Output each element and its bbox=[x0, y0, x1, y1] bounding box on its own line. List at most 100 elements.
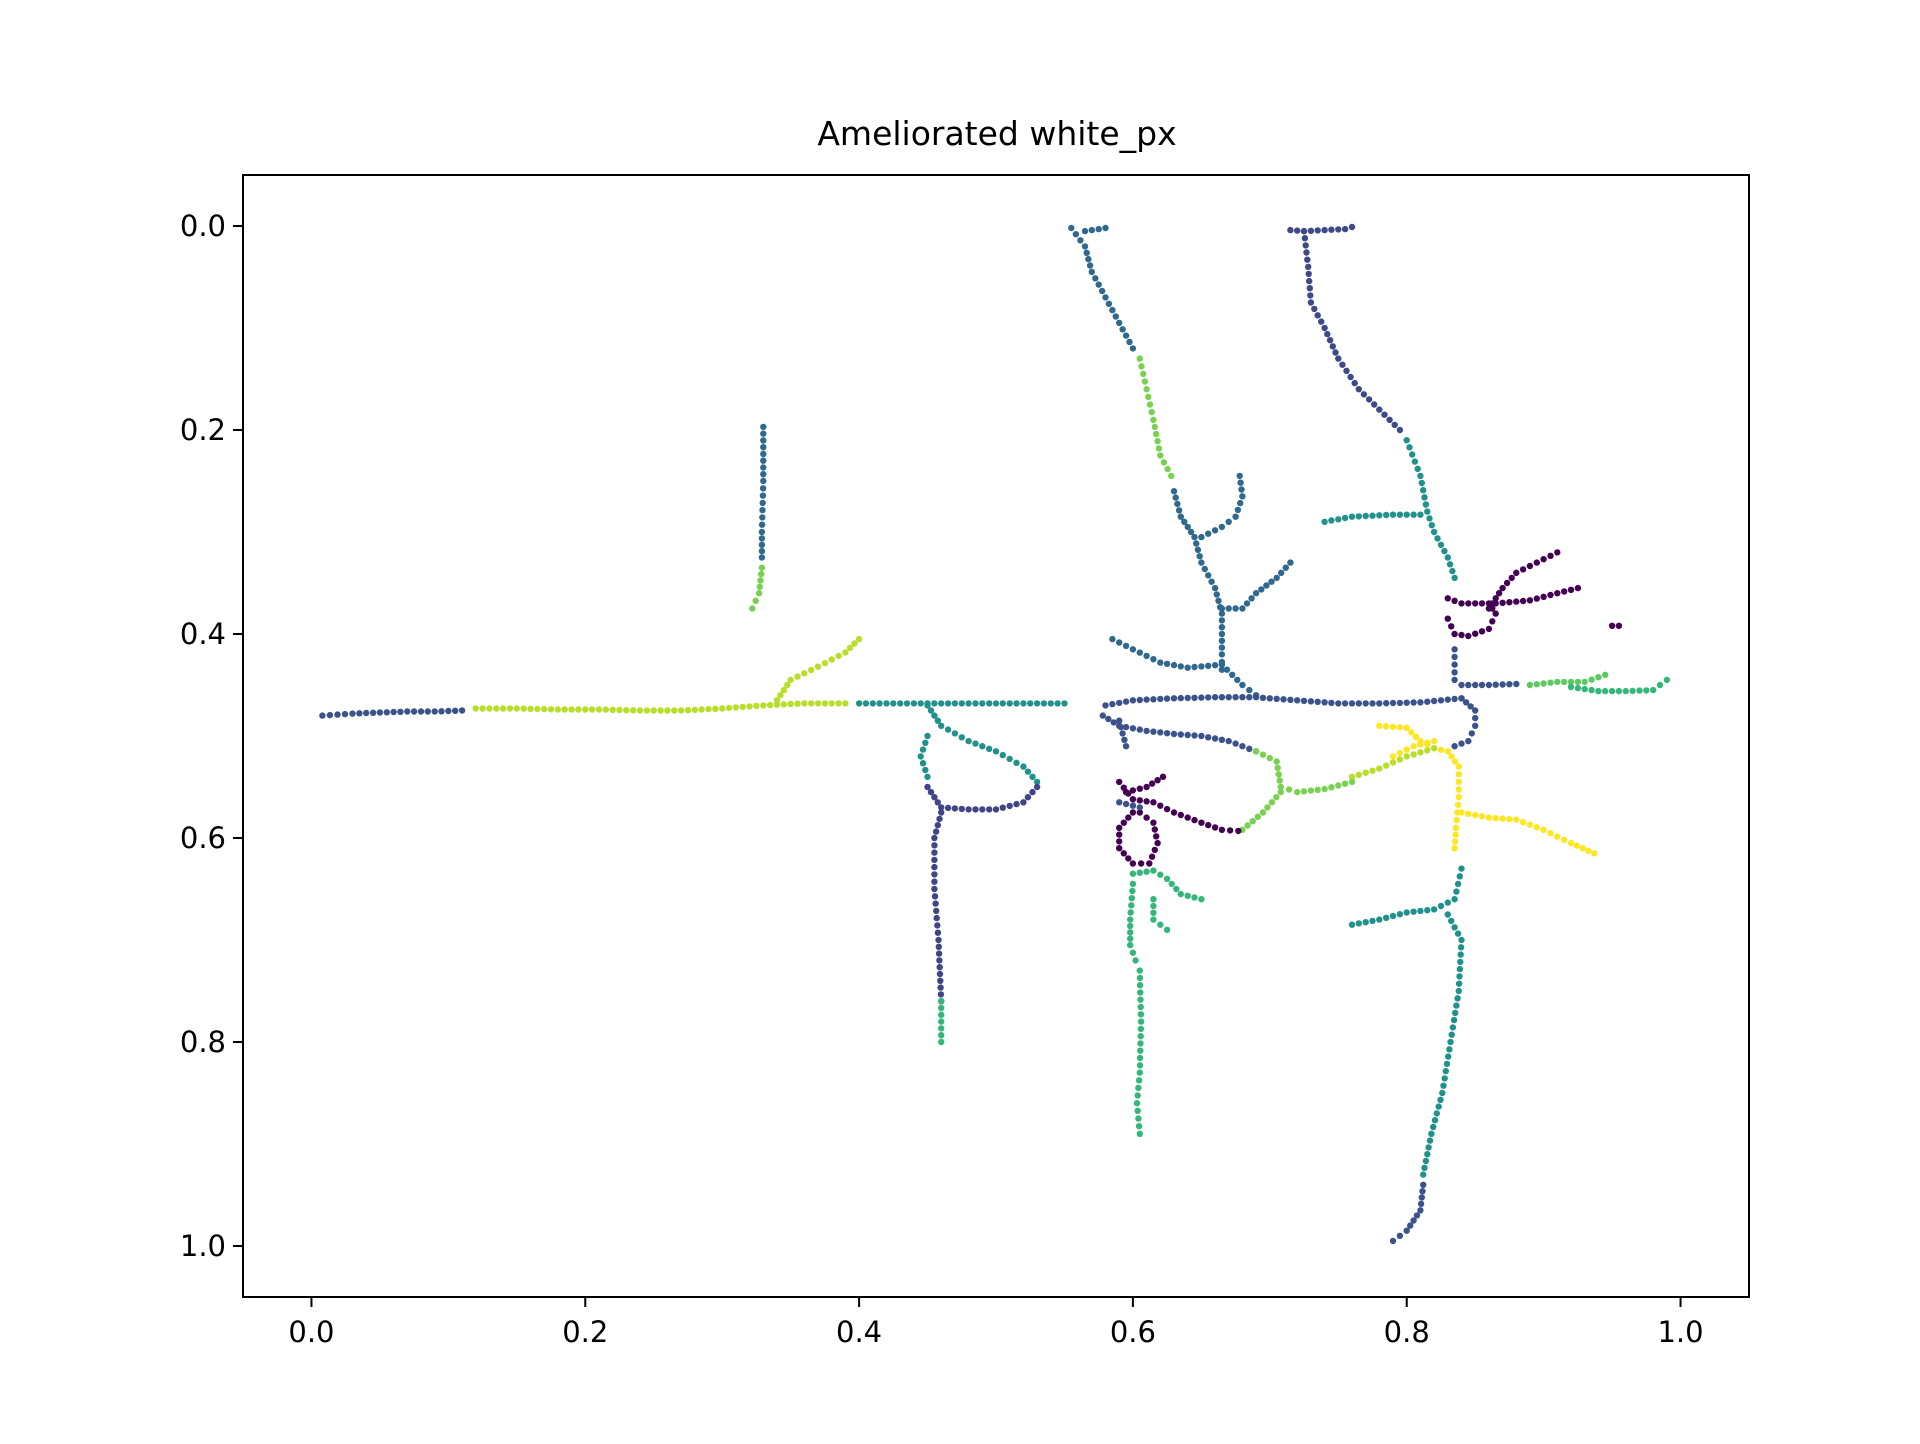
data-point bbox=[1225, 694, 1232, 701]
data-point bbox=[1205, 734, 1212, 741]
data-point bbox=[1417, 1200, 1425, 1208]
data-point bbox=[1465, 632, 1472, 640]
data-point bbox=[758, 554, 766, 561]
data-point bbox=[1305, 263, 1312, 270]
data-point bbox=[931, 878, 938, 885]
data-point bbox=[1422, 1157, 1430, 1165]
data-point bbox=[1083, 249, 1090, 256]
data-point bbox=[1369, 700, 1376, 707]
data-point bbox=[1453, 816, 1460, 824]
data-point bbox=[1458, 631, 1465, 639]
data-point bbox=[1150, 799, 1157, 806]
data-point bbox=[1150, 902, 1157, 910]
data-point bbox=[1306, 277, 1313, 285]
data-point bbox=[931, 893, 939, 900]
data-point bbox=[1485, 681, 1493, 689]
data-point bbox=[1421, 494, 1428, 501]
data-point bbox=[1218, 736, 1226, 743]
data-point bbox=[1389, 912, 1397, 920]
data-point bbox=[1431, 1117, 1439, 1124]
data-point bbox=[1154, 839, 1161, 847]
data-point bbox=[732, 704, 740, 711]
data-point bbox=[1159, 773, 1167, 780]
data-point bbox=[506, 705, 514, 712]
data-point bbox=[979, 700, 986, 707]
data-point bbox=[1143, 783, 1150, 791]
data-point bbox=[1211, 824, 1219, 831]
data-point bbox=[1150, 656, 1157, 663]
data-point bbox=[755, 590, 763, 597]
data-point bbox=[1410, 743, 1417, 750]
series-11 bbox=[1068, 224, 1137, 352]
data-point bbox=[1177, 811, 1185, 819]
data-point bbox=[753, 702, 760, 710]
data-point bbox=[1355, 386, 1363, 393]
data-point bbox=[1184, 814, 1191, 821]
data-point bbox=[1526, 562, 1534, 570]
data-point bbox=[1341, 514, 1349, 522]
data-point bbox=[1314, 698, 1321, 705]
data-point bbox=[1218, 644, 1226, 651]
data-point bbox=[934, 929, 942, 936]
data-point bbox=[1608, 622, 1616, 629]
data-point bbox=[1418, 479, 1426, 487]
data-point bbox=[934, 822, 941, 829]
data-point bbox=[1376, 700, 1383, 707]
data-point bbox=[1526, 597, 1534, 604]
data-point bbox=[1137, 860, 1145, 867]
data-point bbox=[1451, 743, 1458, 750]
x-axis: 0.0 0.2 0.4 0.6 0.8 1.0 bbox=[288, 1297, 1704, 1349]
data-point bbox=[1321, 518, 1328, 525]
data-point bbox=[931, 885, 938, 893]
data-point bbox=[938, 1032, 945, 1039]
series-48 bbox=[1348, 865, 1465, 928]
data-point bbox=[1157, 802, 1164, 809]
data-point bbox=[1273, 695, 1280, 702]
data-point bbox=[1403, 746, 1410, 753]
data-point bbox=[1458, 600, 1465, 607]
data-point bbox=[931, 794, 938, 801]
data-point bbox=[1478, 681, 1486, 689]
data-point bbox=[1020, 799, 1027, 806]
data-point bbox=[1485, 605, 1493, 612]
data-point bbox=[1232, 694, 1239, 701]
data-point bbox=[1246, 686, 1253, 694]
data-point bbox=[1129, 880, 1137, 888]
data-point bbox=[1136, 696, 1144, 704]
data-point bbox=[1458, 695, 1465, 702]
data-point bbox=[1433, 1110, 1441, 1117]
data-point bbox=[1421, 1164, 1428, 1172]
data-point bbox=[1143, 727, 1150, 735]
data-point bbox=[935, 950, 943, 957]
data-point bbox=[684, 707, 692, 714]
data-point bbox=[1294, 227, 1301, 234]
data-point bbox=[760, 457, 767, 464]
data-point bbox=[1127, 941, 1134, 949]
data-point bbox=[1425, 1144, 1432, 1151]
data-point bbox=[1428, 522, 1436, 529]
data-point bbox=[1422, 501, 1430, 508]
data-point bbox=[397, 708, 404, 715]
data-point bbox=[472, 705, 479, 712]
data-point bbox=[1154, 438, 1161, 445]
data-point bbox=[1454, 930, 1462, 937]
data-point bbox=[937, 984, 944, 991]
data-point bbox=[944, 804, 952, 812]
data-point bbox=[1232, 740, 1239, 747]
data-point bbox=[1567, 586, 1575, 593]
data-point bbox=[927, 788, 935, 796]
data-point bbox=[671, 707, 678, 714]
data-point bbox=[1348, 773, 1356, 780]
data-point bbox=[1437, 746, 1445, 753]
data-point bbox=[1198, 732, 1205, 740]
data-point bbox=[1362, 919, 1369, 926]
data-point bbox=[1137, 1040, 1144, 1047]
data-point bbox=[1143, 814, 1150, 821]
data-point bbox=[438, 708, 445, 715]
data-point bbox=[1396, 426, 1404, 434]
data-point bbox=[1451, 646, 1458, 653]
data-point bbox=[1495, 590, 1503, 597]
data-point bbox=[1335, 226, 1342, 233]
data-point bbox=[1417, 699, 1424, 706]
